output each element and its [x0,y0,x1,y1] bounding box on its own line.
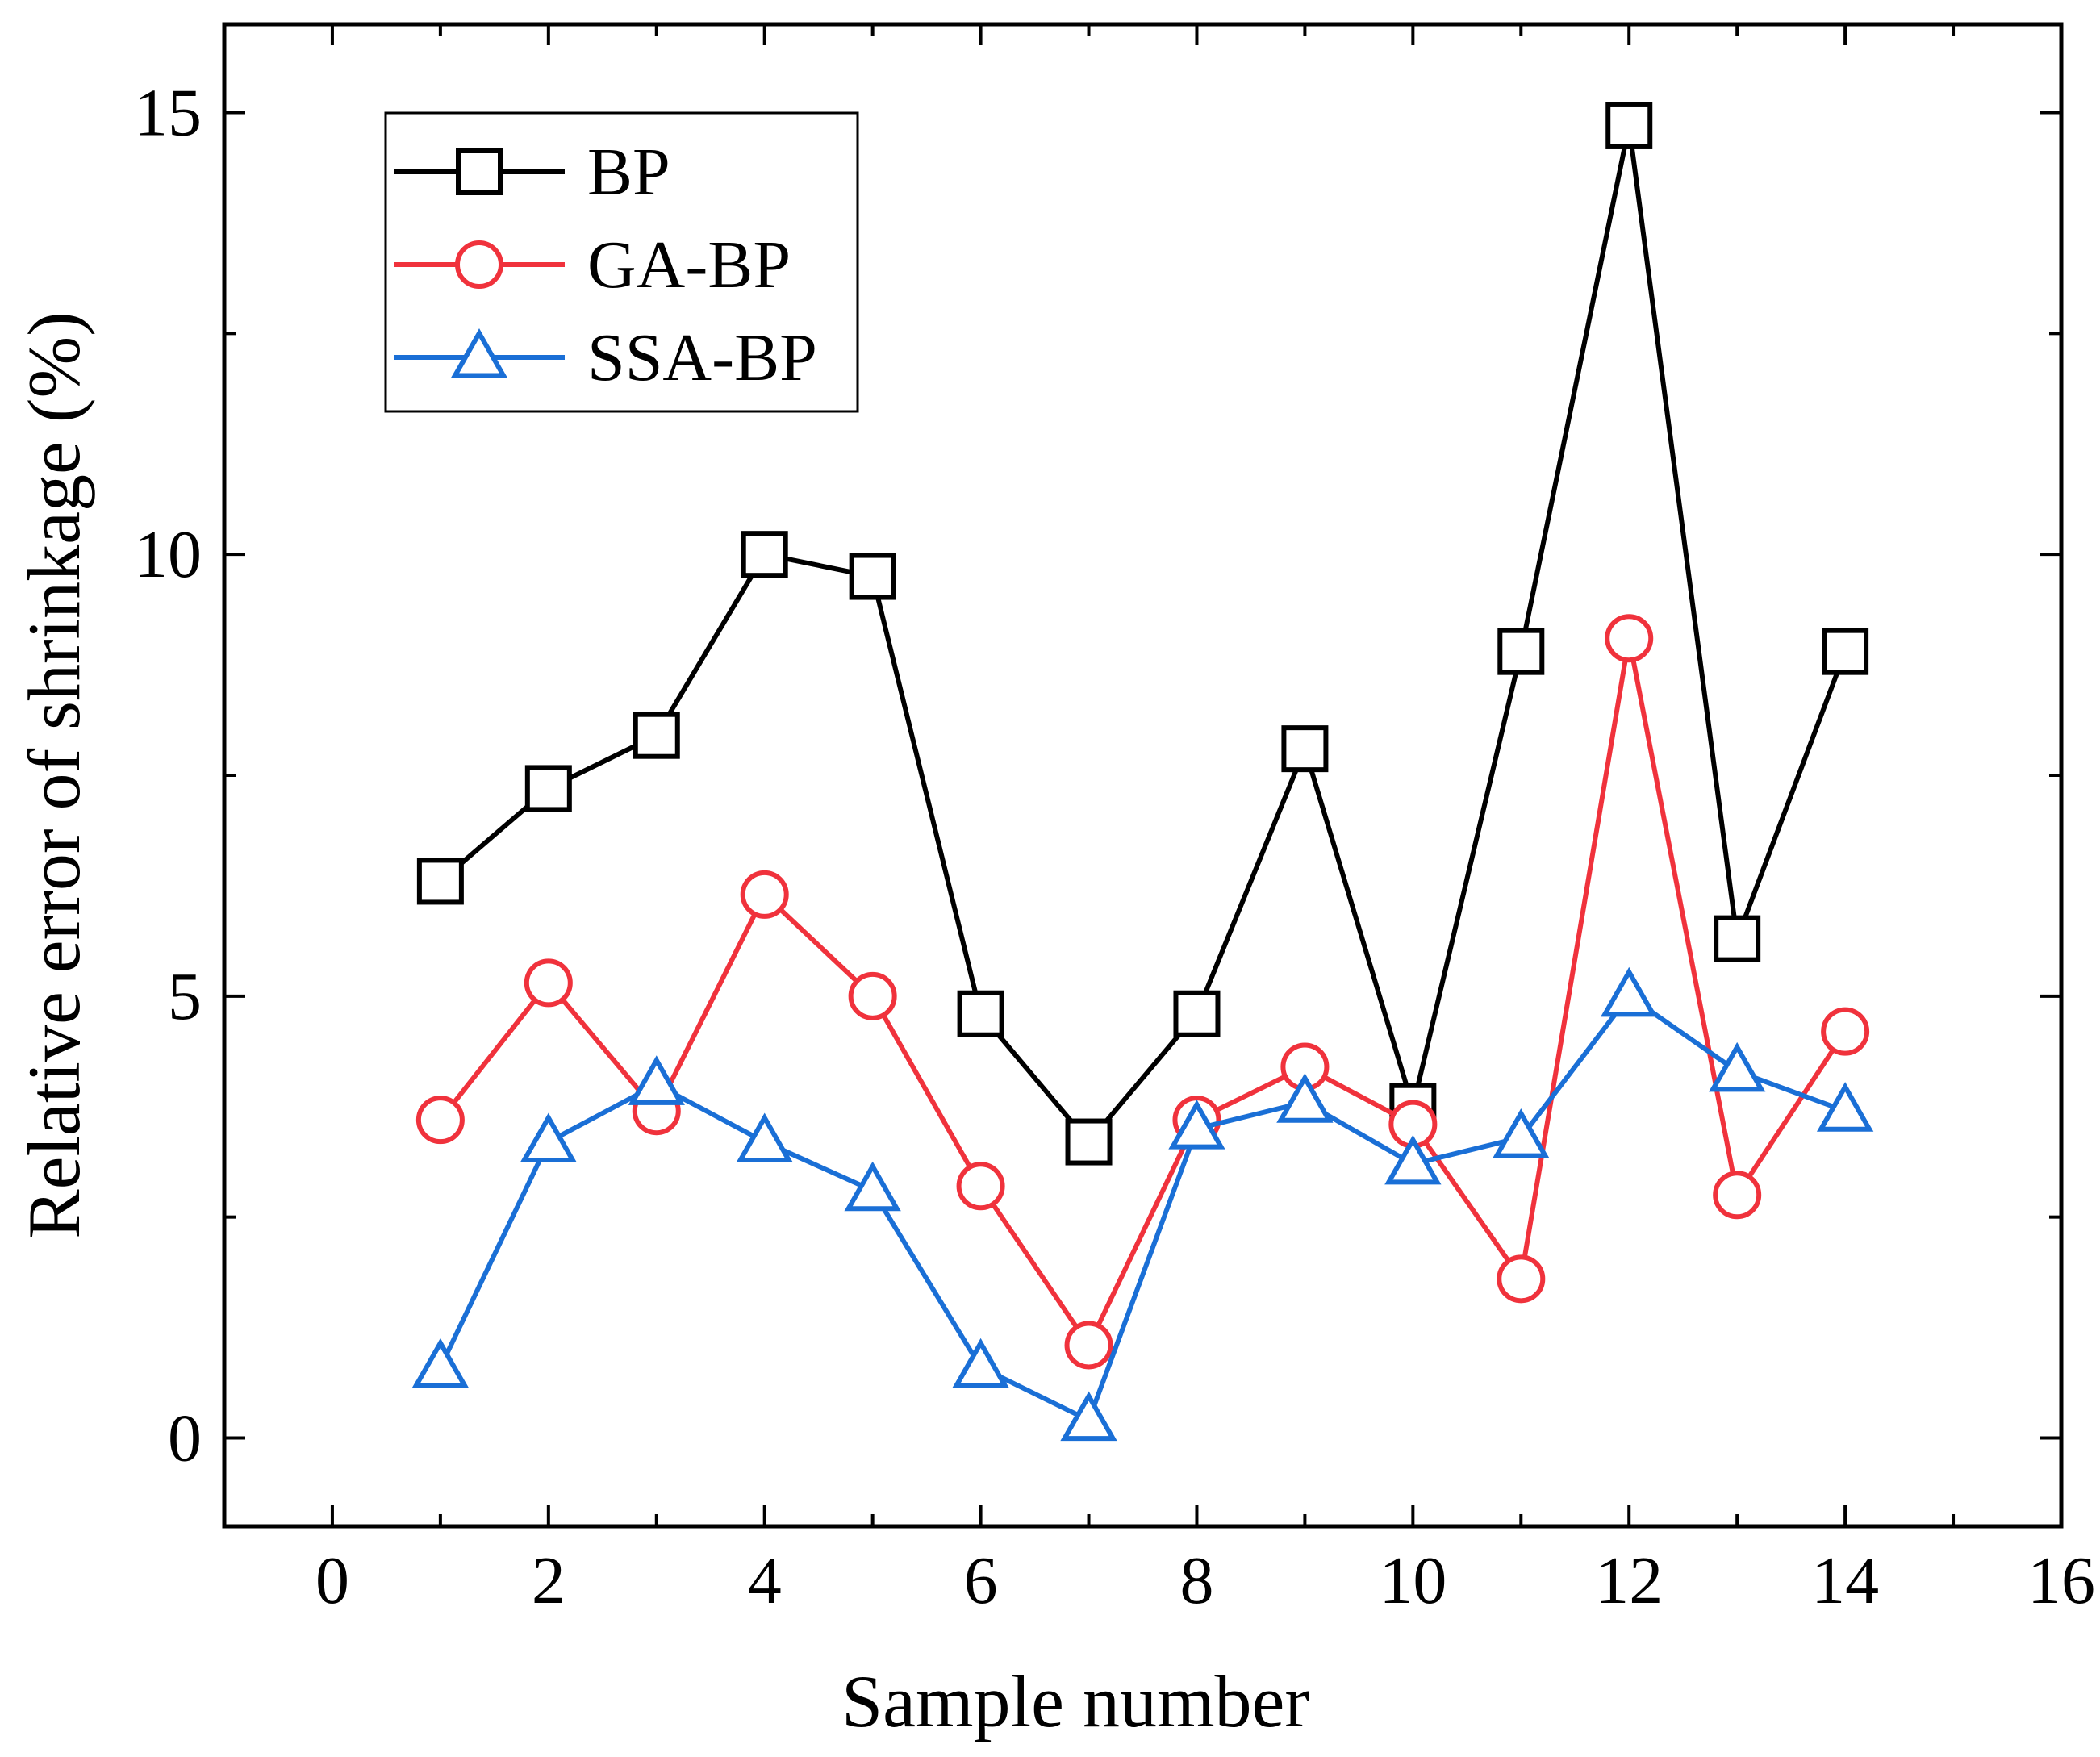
data-point-bp [1173,990,1221,1037]
data-point-ga-bp [848,971,897,1020]
data-point-ssa-bp [1276,1073,1334,1123]
data-point-bp [849,553,896,600]
data-point-ssa-bp [1384,1134,1442,1185]
x-tick-label: 16 [2027,1543,2095,1618]
x-tick-label: 10 [1379,1543,1447,1618]
series-bp [416,102,1869,1166]
data-point-ssa-bp [844,1161,901,1212]
data-point-ga-bp [956,1162,1005,1211]
legend-label: BP [587,135,670,210]
data-point-ga-bp [415,1096,465,1145]
legend: BP GA-BP SSA-BP [384,111,859,413]
series-layer [411,102,1874,1442]
series-line-bp [438,123,1847,1145]
x-tick-label: 8 [1179,1543,1213,1618]
data-point-ga-bp [524,958,573,1008]
data-point-bp [741,531,788,578]
y-tick-label: 15 [134,76,202,151]
legend-marker [456,148,503,195]
data-point-bp [1605,102,1653,149]
data-point-bp [633,712,680,759]
y-tick-label: 5 [168,959,202,1034]
x-tick-label: 12 [1595,1543,1663,1618]
legend-marker [455,240,503,289]
data-point-ga-bp [1497,1254,1546,1304]
x-tick-label: 14 [1811,1543,1879,1618]
y-tick-label: 0 [168,1400,202,1475]
data-point-ga-bp [1064,1321,1113,1370]
x-tick-label: 2 [532,1543,566,1618]
legend-label: SSA-BP [587,320,817,395]
data-point-ssa-bp [1493,1108,1550,1158]
x-tick-label: 0 [315,1543,349,1618]
data-point-bp [957,990,1004,1037]
data-point-bp [524,765,572,812]
y-tick-label: 10 [134,517,202,592]
legend-item-ga-bp: GA-BP [394,227,791,303]
data-point-ssa-bp [952,1338,1009,1388]
x-axis-title: Sample number [841,1660,1309,1742]
data-point-ssa-bp [1816,1082,1874,1132]
data-point-ga-bp [1821,1007,1870,1056]
data-point-bp [416,858,464,905]
data-point-ga-bp [1605,614,1654,663]
legend-marker [450,328,508,378]
x-tick-label: 4 [748,1543,782,1618]
legend-label: GA-BP [587,227,791,303]
legend-item-ssa-bp: SSA-BP [394,320,817,395]
y-axis-title: Relative error of shrinkage (%) [13,311,95,1239]
data-point-bp [1281,725,1329,773]
axis-ticks [224,24,2061,1526]
legend-item-bp: BP [394,135,670,210]
data-point-ssa-bp [1709,1041,1766,1092]
data-point-ssa-bp [1601,966,1658,1017]
data-point-bp [1714,915,1761,962]
series-ssa-bp [411,966,1874,1442]
series-line-ssa-bp [438,993,1847,1423]
x-tick-label: 6 [964,1543,998,1618]
data-point-ssa-bp [411,1338,470,1388]
data-point-ssa-bp [736,1112,793,1163]
tick-labels: 0 2 4 6 8 10 12 14 16 0 5 10 15 [134,76,2095,1618]
data-point-bp [1822,628,1869,675]
series-line-ga-bp [438,636,1847,1348]
data-point-ssa-bp [1168,1100,1225,1150]
data-point-ga-bp [1713,1171,1762,1220]
series-ga-bp [415,614,1870,1370]
data-point-ssa-bp [520,1112,577,1163]
data-point-ssa-bp [1060,1391,1117,1442]
data-point-bp [1065,1118,1113,1166]
data-point-ga-bp [740,870,789,919]
data-point-ssa-bp [628,1055,685,1105]
data-point-bp [1497,628,1545,675]
